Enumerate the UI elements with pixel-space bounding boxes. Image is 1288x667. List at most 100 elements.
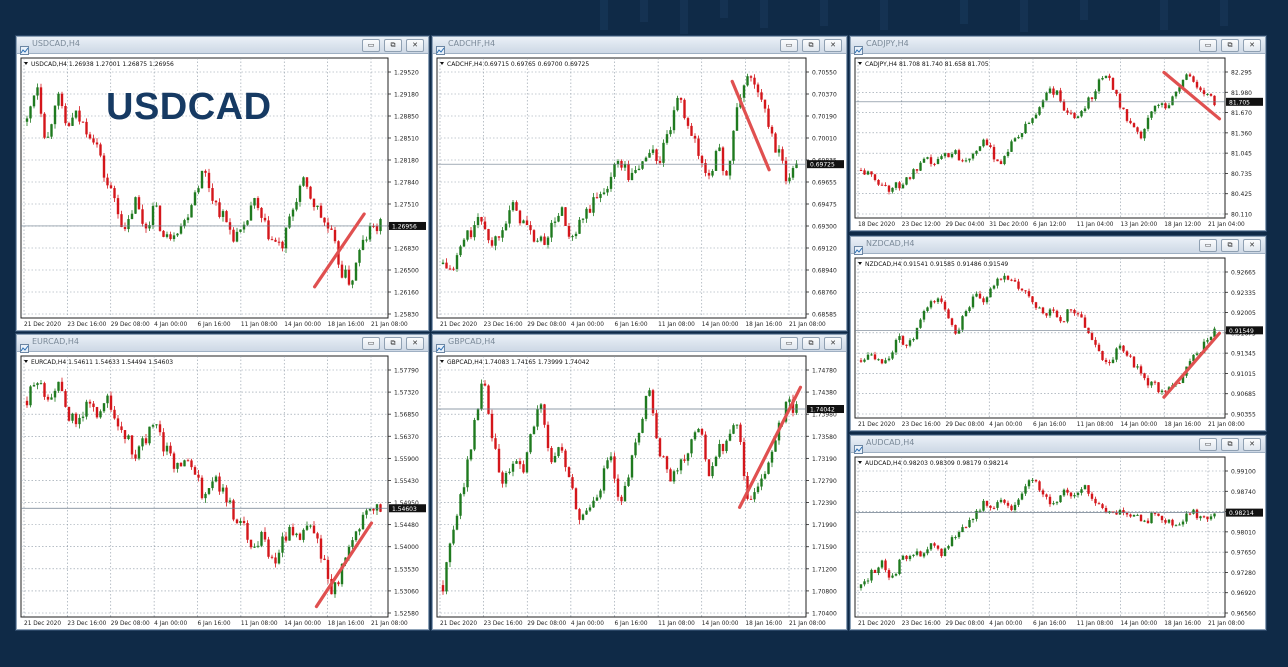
chart-window-cadchf[interactable]: CADCHF,H4 ▭ ⧉ ✕ 0.70550 0.70370 0.70190 0.70010… xyxy=(432,36,847,331)
window-minimize-button[interactable]: ▭ xyxy=(780,39,798,52)
symbol-info-line: NZDCAD,H4 0.91541 0.91585 0.91486 0.9154… xyxy=(865,261,1008,268)
window-titlebar[interactable]: CADCHF,H4 ▭ ⧉ ✕ xyxy=(433,37,846,55)
window-close-button[interactable]: ✕ xyxy=(406,39,424,52)
window-minimize-button[interactable]: ▭ xyxy=(1199,39,1217,52)
x-tick-label: 21 Jan 04:00 xyxy=(1208,222,1245,228)
chevron-down-icon xyxy=(24,360,28,363)
window-titlebar[interactable]: CADJPY,H4 ▭ ⧉ ✕ xyxy=(851,37,1265,55)
x-tick-label: 21 Jan 08:00 xyxy=(789,322,826,328)
y-tick-label: 1.26160 xyxy=(394,290,419,297)
chart-plot-area[interactable]: 82.295 81.980 81.670 81.360 81.045 80.735 80.4… xyxy=(851,54,1265,230)
window-title: GBPCAD,H4 xyxy=(448,337,496,346)
candles xyxy=(859,72,1216,195)
x-tick-label: 21 Dec 2020 xyxy=(440,621,477,627)
x-tick-label: 18 Jan 16:00 xyxy=(328,322,365,328)
x-tick-label: 4 Jan 00:00 xyxy=(989,422,1022,428)
candles xyxy=(441,73,798,272)
window-restore-button[interactable]: ⧉ xyxy=(1221,438,1239,451)
window-titlebar[interactable]: USDCAD,H4 ▭ ⧉ ✕ xyxy=(17,37,428,55)
window-restore-button[interactable]: ⧉ xyxy=(1221,39,1239,52)
symbol-info-line: AUDCAD,H4 0.98203 0.98309 0.98179 0.9821… xyxy=(865,460,1008,467)
x-tick-label: 6 Jan 16:00 xyxy=(615,322,648,328)
window-close-button[interactable]: ✕ xyxy=(824,39,842,52)
price-chart[interactable]: 1.57790 1.57320 1.56850 1.56370 1.55900 1.554… xyxy=(17,352,428,629)
x-tick-label: 18 Jan 16:00 xyxy=(1164,422,1201,428)
trend-annotation-line xyxy=(1162,331,1222,399)
candles xyxy=(859,477,1216,591)
window-close-button[interactable]: ✕ xyxy=(406,337,424,350)
window-minimize-button[interactable]: ▭ xyxy=(1199,239,1217,252)
window-close-button[interactable]: ✕ xyxy=(1243,39,1261,52)
x-tick-label: 14 Jan 00:00 xyxy=(284,621,321,627)
window-minimize-button[interactable]: ▭ xyxy=(780,337,798,350)
window-restore-button[interactable]: ⧉ xyxy=(1221,239,1239,252)
window-titlebar[interactable]: NZDCAD,H4 ▭ ⧉ ✕ xyxy=(851,237,1265,255)
window-minimize-button[interactable]: ▭ xyxy=(362,337,380,350)
chart-window-gbpcad[interactable]: GBPCAD,H4 ▭ ⧉ ✕ 1.74780 1.74380 1.73980 1.73580… xyxy=(432,334,847,630)
window-close-button[interactable]: ✕ xyxy=(1243,239,1261,252)
current-price-label: 0.98214 xyxy=(1229,510,1254,517)
y-tick-label: 0.98740 xyxy=(1231,489,1256,496)
price-label-box xyxy=(1226,97,1263,106)
y-tick-label: 0.69475 xyxy=(812,202,837,209)
price-chart[interactable]: 0.705500.703700.701900.700100.698350.696… xyxy=(433,54,846,330)
chart-plot-area[interactable]: 1.29520 1.29180 1.28850 1.28510 1.28180 1.278… xyxy=(17,54,428,330)
y-tick-label: 1.27840 xyxy=(394,180,419,187)
chart-window-cadjpy[interactable]: CADJPY,H4 ▭ ⧉ ✕ 82.295 81.980 81.670 81.360 81.0… xyxy=(850,36,1266,231)
price-label-box xyxy=(807,160,844,169)
x-tick-label: 23 Dec 16:00 xyxy=(484,621,523,627)
window-minimize-button[interactable]: ▭ xyxy=(1199,438,1217,451)
window-titlebar[interactable]: GBPCAD,H4 ▭ ⧉ ✕ xyxy=(433,335,846,353)
y-tick-label: 0.70370 xyxy=(812,92,837,99)
symbol-info-line: USDCAD,H4 1.26938 1.27001 1.26875 1.2695… xyxy=(31,61,174,68)
chart-plot-area[interactable]: 0.705500.703700.701900.700100.698350.696… xyxy=(433,54,846,330)
window-restore-button[interactable]: ⧉ xyxy=(384,337,402,350)
x-tick-label: 11 Jan 04:00 xyxy=(1077,222,1114,228)
chart-plot-area[interactable]: 0.991000.987400.983700.980100.976500.972… xyxy=(851,453,1265,629)
chart-plot-area[interactable]: 1.57790 1.57320 1.56850 1.56370 1.55900 1.554… xyxy=(17,352,428,629)
price-chart[interactable]: 1.29520 1.29180 1.28850 1.28510 1.28180 1.278… xyxy=(17,54,428,330)
window-close-button[interactable]: ✕ xyxy=(824,337,842,350)
candles xyxy=(25,377,382,598)
y-tick-label: 0.90355 xyxy=(1231,412,1256,419)
price-chart[interactable]: 0.991000.987400.983700.980100.976500.972… xyxy=(851,453,1265,629)
x-tick-label: 6 Jan 16:00 xyxy=(1033,422,1066,428)
window-titlebar[interactable]: AUDCAD,H4 ▭ ⧉ ✕ xyxy=(851,436,1265,454)
x-tick-label: 21 Dec 2020 xyxy=(24,621,61,627)
chart-window-nzdcad[interactable]: NZDCAD,H4▭⧉✕0.926650.923350.920050.91675… xyxy=(850,236,1266,431)
x-tick-label: 23 Dec 16:00 xyxy=(67,322,106,328)
x-tick-label: 23 Dec 16:00 xyxy=(902,621,941,627)
price-chart[interactable]: 0.926650.923350.920050.916750.913450.910… xyxy=(851,254,1265,430)
y-tick-label: 80.110 xyxy=(1231,212,1252,219)
y-tick-label: 0.68940 xyxy=(812,268,837,275)
chart-window-eurcad[interactable]: EURCAD,H4 ▭ ⧉ ✕ 1.57790 1.57320 1.56850 1.56370… xyxy=(16,334,429,630)
y-tick-label: 80.425 xyxy=(1231,191,1252,198)
y-tick-label: 1.52580 xyxy=(394,611,419,618)
y-tick-label: 1.54000 xyxy=(394,544,419,551)
current-price-label: 0.69725 xyxy=(810,162,835,169)
chart-window-audcad[interactable]: AUDCAD,H4▭⧉✕0.991000.987400.983700.98010… xyxy=(850,435,1266,630)
window-close-button[interactable]: ✕ xyxy=(1243,438,1261,451)
chart-window-usdcad[interactable]: USDCAD,H4 ▭ ⧉ ✕ 1.29520 1.29180 1.28850 1.28510… xyxy=(16,36,429,331)
price-chart[interactable]: 1.74780 1.74380 1.73980 1.73580 1.73190 1.727… xyxy=(433,352,846,629)
y-tick-label: 1.28510 xyxy=(394,136,419,143)
chart-plot-area[interactable]: 0.926650.923350.920050.916750.913450.910… xyxy=(851,254,1265,430)
x-tick-label: 14 Jan 00:00 xyxy=(702,322,739,328)
price-chart[interactable]: 82.295 81.980 81.670 81.360 81.045 80.735 80.4… xyxy=(851,54,1265,230)
window-restore-button[interactable]: ⧉ xyxy=(384,39,402,52)
window-restore-button[interactable]: ⧉ xyxy=(802,337,820,350)
chart-plot-area[interactable]: 1.74780 1.74380 1.73980 1.73580 1.73190 1.727… xyxy=(433,352,846,629)
x-tick-label: 21 Dec 2020 xyxy=(858,621,895,627)
plot-frame xyxy=(854,57,1226,219)
x-tick-label: 18 Jan 12:00 xyxy=(1164,222,1201,228)
window-restore-button[interactable]: ⧉ xyxy=(802,39,820,52)
x-tick-label: 18 Jan 16:00 xyxy=(1164,621,1201,627)
window-titlebar[interactable]: EURCAD,H4 ▭ ⧉ ✕ xyxy=(17,335,428,353)
x-tick-label: 21 Dec 2020 xyxy=(24,322,61,328)
x-tick-label: 23 Dec 16:00 xyxy=(902,422,941,428)
window-minimize-button[interactable]: ▭ xyxy=(362,39,380,52)
y-tick-label: 1.29520 xyxy=(394,70,419,77)
x-tick-label: 21 Dec 2020 xyxy=(440,322,477,328)
y-tick-label: 1.71590 xyxy=(812,544,837,551)
current-price-label: 0.91549 xyxy=(1229,328,1254,335)
